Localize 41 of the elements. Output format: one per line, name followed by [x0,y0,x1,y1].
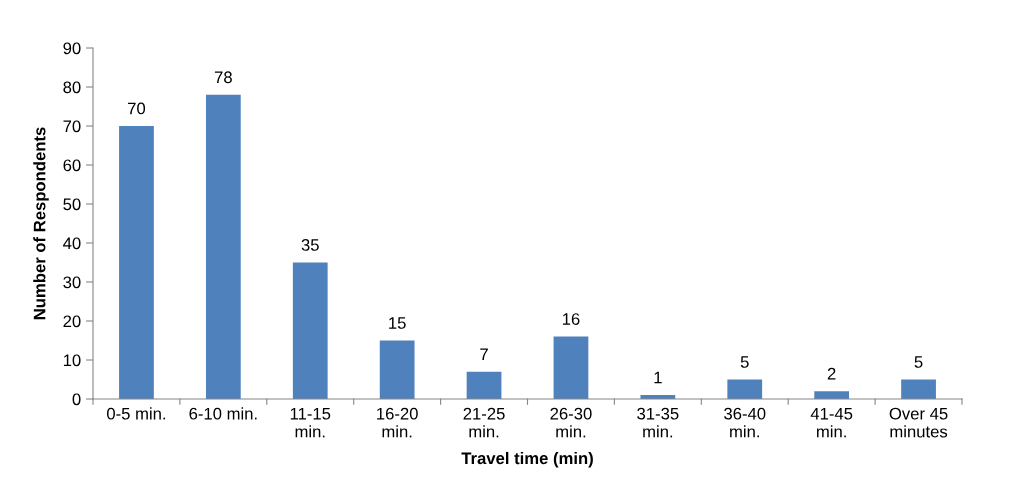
x-tick-label: 21-25 min. [463,407,505,438]
x-tick-label: 26-30 min. [550,407,592,438]
bar [119,126,154,399]
y-tick-label: 50 [63,198,81,211]
x-axis-title: Travel time (min) [461,451,593,468]
data-label: 5 [740,356,749,368]
x-tick-label: 36-40 min. [724,407,766,438]
x-tick-label: 11-15 min. [290,407,331,438]
y-tick-label: 30 [63,276,81,289]
bar [292,262,328,399]
x-tick-label: 41-45 min. [810,407,853,438]
data-label: 1 [654,371,662,384]
x-tick-label: 16-20 min. [377,407,418,438]
data-label: 2 [827,367,836,380]
y-tick-label: 70 [63,120,81,133]
bar [553,336,589,399]
bar [466,371,502,399]
y-tick-label: 60 [63,159,81,172]
data-label: 70 [128,102,146,115]
x-tick-label: 6-10 min. [189,407,257,420]
bar [814,391,850,399]
data-label: 5 [914,356,923,368]
y-tick-label: 40 [63,237,81,250]
data-label: 16 [562,313,580,325]
bar [205,94,241,399]
data-label: 35 [301,239,319,251]
x-tick-label: 31-35 min. [637,407,679,438]
y-tick-label: 10 [63,354,81,367]
x-tick-label: 0-5 min. [107,407,166,420]
data-label: 78 [214,71,232,84]
bar [727,379,763,399]
y-tick-label: 20 [63,315,81,328]
y-tick-label: 0 [72,393,81,406]
y-tick-label: 90 [63,42,81,55]
bar [901,379,936,399]
bar [379,340,415,399]
data-label: 7 [480,348,488,360]
data-label: 15 [389,317,406,329]
x-tick-label: Over 45 minutes [889,407,948,438]
y-tick-label: 80 [63,81,81,94]
y-axis-title: Number of Respondents [33,127,49,320]
